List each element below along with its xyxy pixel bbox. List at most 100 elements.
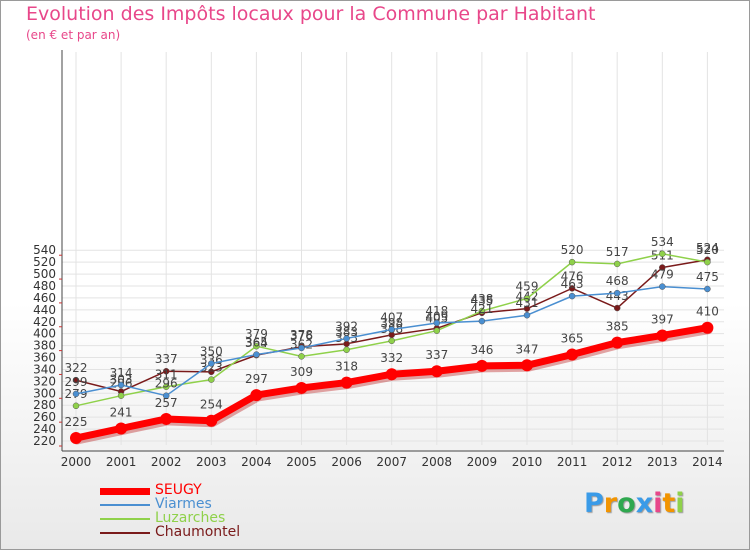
- data-point-chaumontel: [659, 264, 666, 271]
- data-point-viarmes: [117, 381, 125, 389]
- legend-label-chaumontel: Chaumontel: [155, 524, 241, 540]
- data-point-seugy: [521, 359, 533, 372]
- data-label-viarmes: 418: [425, 304, 448, 318]
- y-tick-label: 460: [33, 291, 56, 305]
- data-label-viarmes: 299: [65, 375, 88, 389]
- y-tick-label: 260: [33, 410, 56, 424]
- data-label-seugy: 337: [425, 348, 448, 362]
- x-tick-label: 2010: [512, 455, 543, 469]
- legend-label-luzarches: Luzarches: [155, 510, 226, 526]
- data-label-chaumontel: 398: [380, 316, 403, 330]
- data-point-seugy: [340, 376, 353, 389]
- x-tick-label: 2013: [647, 455, 678, 469]
- data-label-luzarches: 438: [470, 292, 493, 306]
- data-label-viarmes: 468: [606, 274, 629, 288]
- legend-swatch-chaumontel: [100, 532, 150, 534]
- data-label-viarmes: 296: [155, 377, 178, 391]
- logo-letter: t: [662, 488, 676, 519]
- x-tick-label: 2012: [602, 455, 633, 469]
- data-point-chaumontel: [162, 367, 170, 375]
- data-label-luzarches: 311: [155, 368, 178, 382]
- data-point-viarmes: [659, 283, 666, 290]
- x-tick-label: 2008: [422, 455, 453, 469]
- x-tick-label: 2004: [241, 455, 272, 469]
- data-point-luzarches: [117, 392, 125, 399]
- y-tick-label: 300: [33, 386, 56, 400]
- legend-swatch-seugy: [100, 488, 150, 495]
- data-point-viarmes: [704, 285, 711, 293]
- data-point-viarmes: [162, 392, 170, 399]
- data-label-luzarches: 520: [696, 243, 719, 257]
- data-label-chaumontel: 409: [425, 309, 448, 323]
- y-tick-label: 280: [33, 398, 56, 412]
- y-tick-label: 500: [33, 267, 56, 281]
- x-tick-label: 2006: [331, 455, 362, 469]
- y-tick-label: 380: [33, 339, 56, 353]
- data-point-seugy: [70, 432, 82, 445]
- data-point-luzarches: [208, 376, 215, 383]
- logo-letter: x: [635, 488, 654, 519]
- data-label-luzarches: 459: [516, 280, 539, 294]
- data-label-seugy: 318: [335, 360, 358, 374]
- data-point-viarmes: [298, 344, 305, 352]
- data-label-viarmes: 431: [516, 296, 539, 310]
- y-tick-label: 540: [33, 243, 56, 257]
- y-tick-label: 360: [33, 351, 56, 365]
- data-label-seugy: 297: [245, 372, 268, 386]
- data-point-chaumontel: [208, 368, 215, 376]
- data-point-viarmes: [72, 390, 80, 398]
- data-point-viarmes: [343, 335, 350, 342]
- data-label-viarmes: 479: [651, 268, 674, 282]
- chart-subtitle: (en € et par an): [26, 28, 121, 42]
- proxiti-logo: Proxiti: [584, 488, 685, 519]
- data-label-chaumontel: 435: [470, 294, 493, 308]
- legend-label-viarmes: Viarmes: [155, 496, 212, 512]
- data-label-chaumontel: 336: [200, 353, 223, 367]
- logo-letter: i: [675, 488, 685, 519]
- y-tick-label: 240: [33, 422, 56, 436]
- legend-label-seugy: SEUGY: [155, 482, 202, 498]
- logo-letter: o: [617, 488, 636, 519]
- data-label-seugy: 365: [561, 332, 584, 346]
- x-tick-label: 2005: [286, 455, 317, 469]
- data-label-viarmes: 392: [335, 319, 358, 333]
- data-label-seugy: 257: [155, 396, 178, 410]
- data-point-seugy: [566, 348, 579, 361]
- data-label-chaumontel: 524: [696, 241, 719, 255]
- data-label-viarmes: 314: [110, 366, 133, 380]
- data-point-chaumontel: [568, 285, 576, 292]
- data-point-seugy: [295, 381, 308, 394]
- data-point-seugy: [250, 389, 263, 402]
- data-point-luzarches: [72, 402, 80, 410]
- data-label-chaumontel: 476: [561, 269, 584, 283]
- data-point-luzarches: [478, 307, 486, 315]
- data-point-luzarches: [523, 295, 531, 302]
- y-tick-label: 220: [33, 434, 56, 448]
- data-label-viarmes: 350: [200, 344, 223, 358]
- x-tick-label: 2009: [467, 455, 498, 469]
- data-point-luzarches: [388, 337, 395, 345]
- data-label-chaumontel: 383: [335, 325, 358, 339]
- logo-letter: P: [584, 488, 604, 519]
- y-tick-label: 420: [33, 315, 56, 329]
- data-point-chaumontel: [72, 376, 80, 384]
- data-point-seugy: [205, 414, 218, 427]
- data-label-luzarches: 379: [245, 327, 268, 341]
- data-label-viarmes: 376: [290, 329, 313, 343]
- data-point-seugy: [656, 329, 669, 342]
- data-point-luzarches: [298, 353, 305, 360]
- data-point-chaumontel: [523, 305, 531, 312]
- y-tick-label: 440: [33, 303, 56, 317]
- data-point-seugy: [701, 321, 714, 334]
- logo-letter: r: [603, 488, 618, 519]
- data-label-seugy: 241: [110, 405, 133, 419]
- y-tick-label: 340: [33, 362, 56, 376]
- y-tick-label: 520: [33, 255, 56, 269]
- legend-swatch-viarmes: [100, 504, 150, 506]
- data-point-luzarches: [704, 258, 711, 266]
- x-tick-label: 2001: [106, 455, 137, 469]
- data-label-seugy: 225: [65, 415, 88, 429]
- data-label-seugy: 309: [290, 365, 313, 379]
